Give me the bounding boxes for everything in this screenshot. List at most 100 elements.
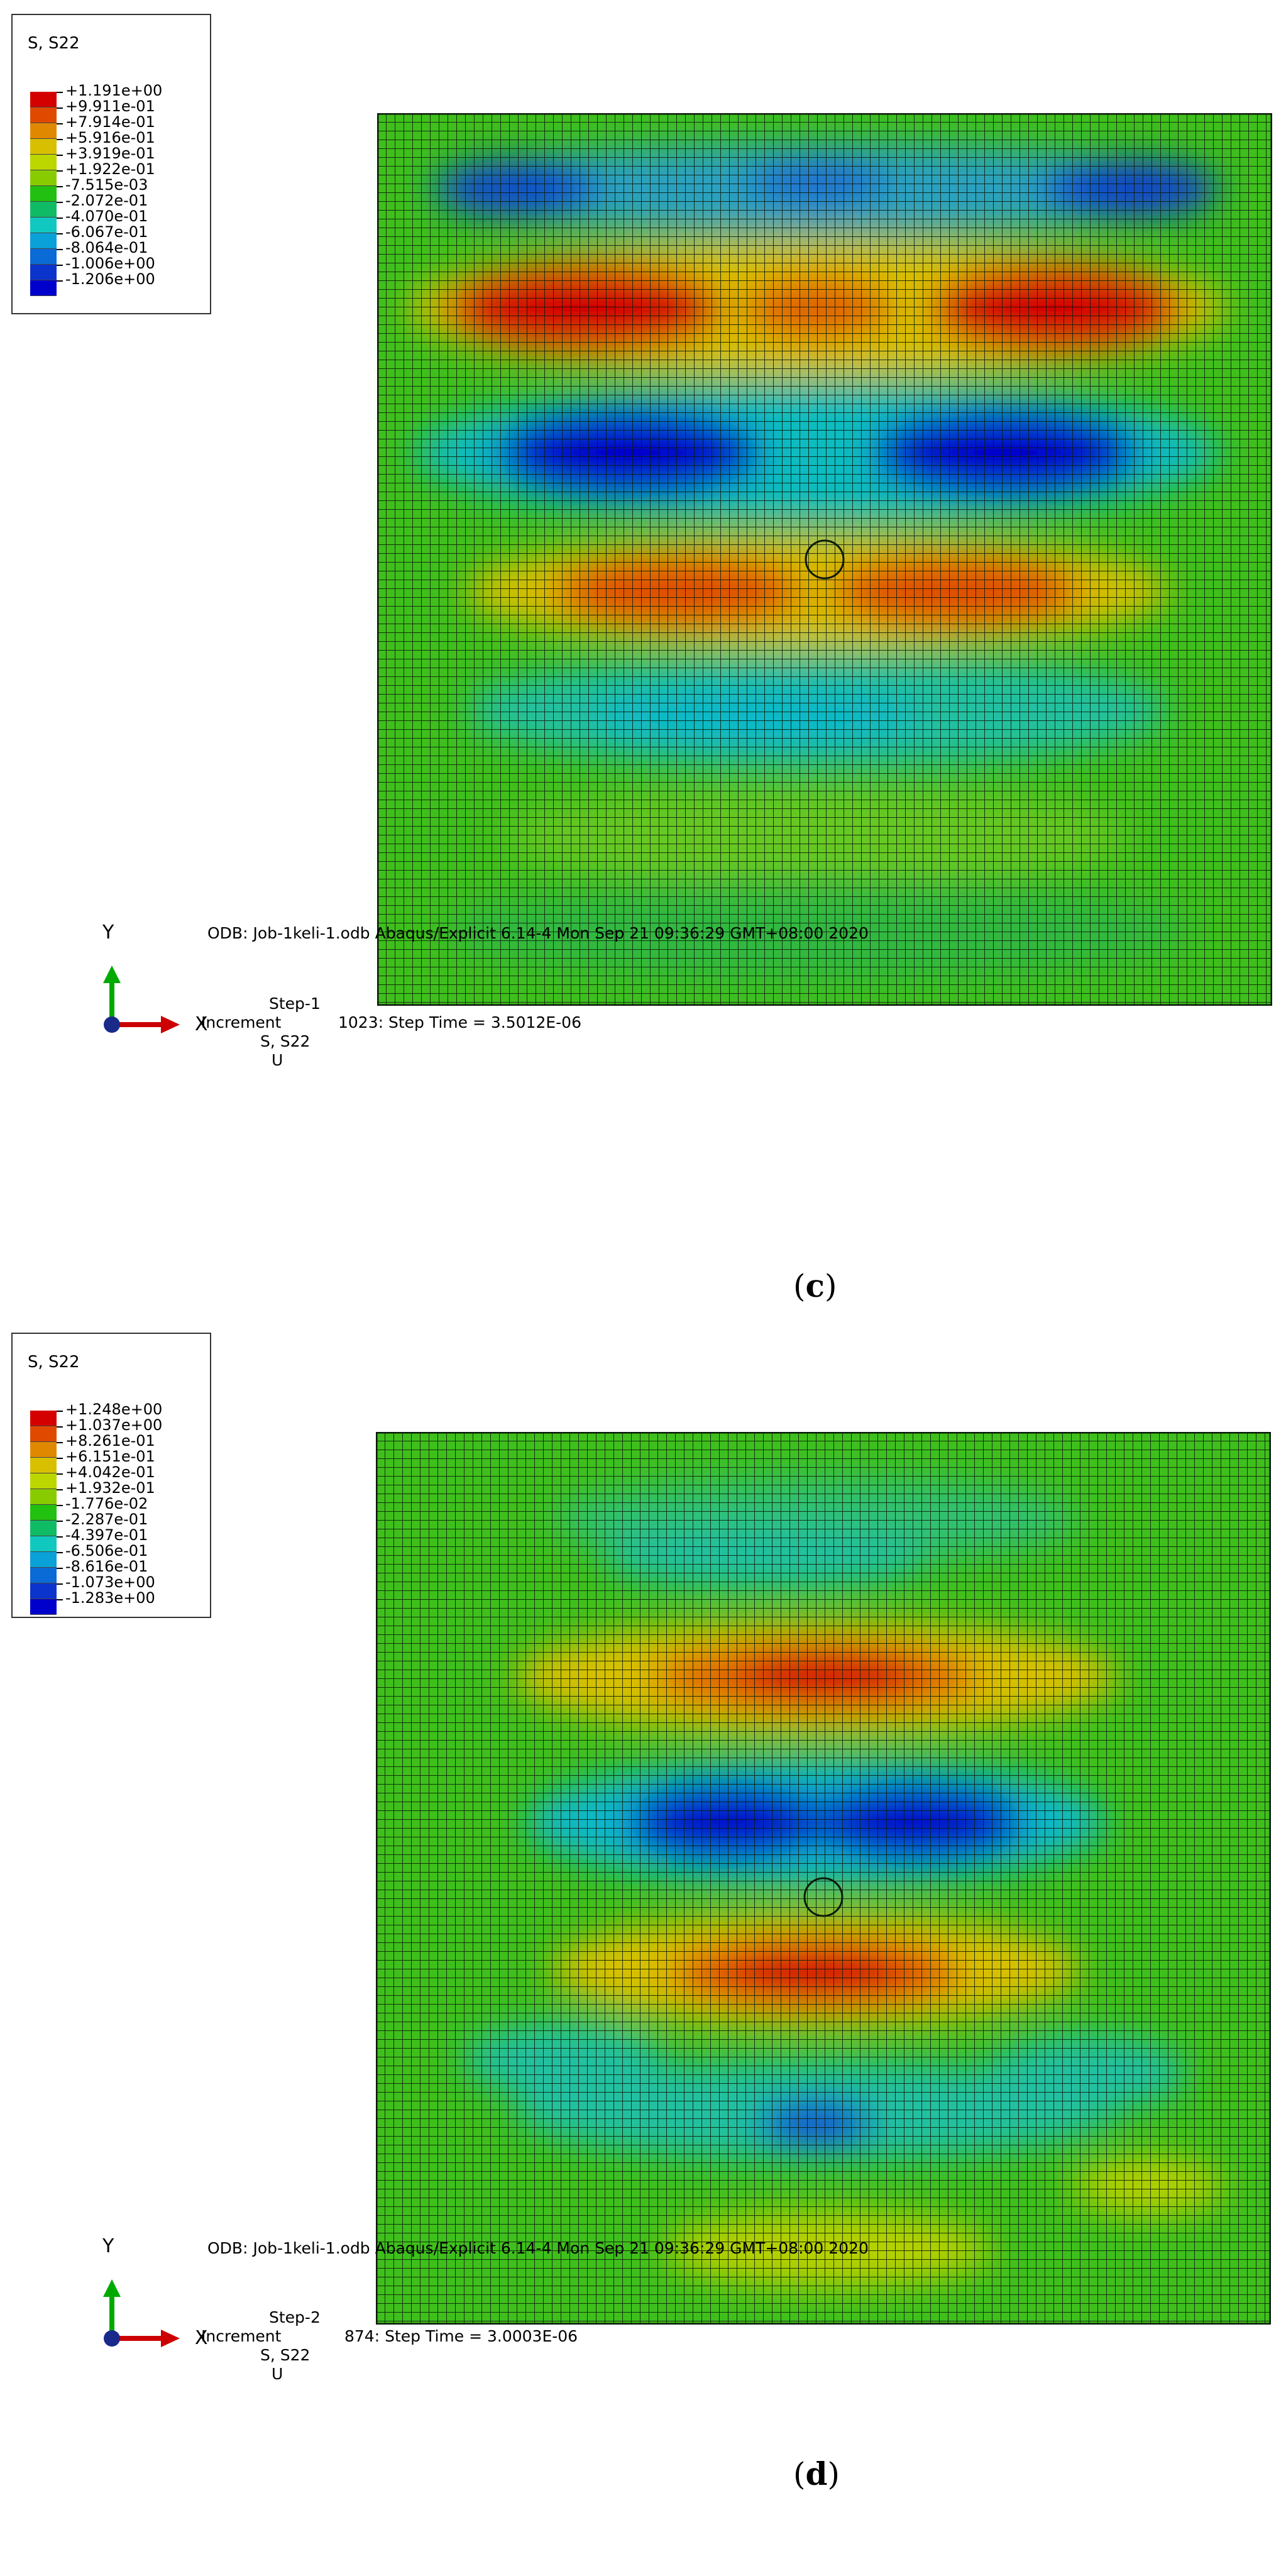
coordinate-triad xyxy=(103,966,180,1033)
legend-tick xyxy=(57,170,63,186)
legend-tick xyxy=(57,249,63,265)
legend-tick xyxy=(57,280,63,296)
legend-swatch xyxy=(30,1426,57,1442)
legend-value: +1.932e-01 xyxy=(65,1479,155,1497)
legend-value: -1.073e+00 xyxy=(65,1573,155,1591)
legend-tick xyxy=(57,1536,63,1552)
legend-value: +7.914e-01 xyxy=(65,113,155,131)
legend-ticks xyxy=(57,92,63,296)
legend-value: +1.248e+00 xyxy=(65,1401,163,1418)
legend-tick xyxy=(57,139,63,155)
legend-tick xyxy=(57,1411,63,1426)
legend-tick xyxy=(57,1568,63,1583)
legend-tick xyxy=(57,233,63,249)
legend-title: S, S22 xyxy=(28,1353,80,1372)
legend-tick xyxy=(57,186,63,202)
deformed-variable: U xyxy=(272,2365,283,2383)
legend-swatch xyxy=(30,1458,57,1473)
legend-title: S, S22 xyxy=(28,34,80,53)
legend-tick xyxy=(57,265,63,280)
legend-swatch xyxy=(30,1411,57,1426)
legend-tick xyxy=(57,1552,63,1568)
legend-swatch xyxy=(30,1489,57,1505)
legend-tick xyxy=(57,1458,63,1473)
legend-swatch xyxy=(30,280,57,296)
legend-swatch xyxy=(30,1473,57,1489)
legend-tick xyxy=(57,217,63,233)
legend-tick xyxy=(57,1473,63,1489)
increment-label: Increment xyxy=(201,1013,282,1032)
legend-swatch xyxy=(30,249,57,265)
odb-info-text: ODB: Job-1keli-1.odb Abaqus/Explicit 6.1… xyxy=(207,924,869,942)
legend-value: -4.397e-01 xyxy=(65,1526,148,1544)
axis-label-y: Y xyxy=(102,2235,114,2257)
legend-value: +1.037e+00 xyxy=(65,1416,163,1434)
legend-color-bar xyxy=(30,92,57,296)
stress-contour-mesh xyxy=(376,1432,1271,2325)
legend-swatch xyxy=(30,170,57,186)
step-label: Step-2 xyxy=(269,2308,321,2326)
legend-swatch xyxy=(30,1552,57,1568)
legend-value: -6.067e-01 xyxy=(65,223,148,241)
axis-label-y: Y xyxy=(102,922,114,944)
legend-value: -1.006e+00 xyxy=(65,255,155,272)
deformed-variable: U xyxy=(272,1051,283,1069)
legend-tick xyxy=(57,123,63,139)
legend-swatch xyxy=(30,1521,57,1536)
legend-swatch xyxy=(30,123,57,139)
legend-swatch xyxy=(30,1442,57,1458)
panel-c: S, S22 +1.191e+00 +9.911e-01 +7.914e-01 … xyxy=(0,0,1286,1304)
legend-value: -2.072e-01 xyxy=(65,192,148,209)
axis-label-x: X xyxy=(195,2327,208,2349)
panel-d: S, S22 +1.248e+00 +1.037e+00 +8.261e-01 … xyxy=(0,1319,1286,2576)
legend-swatch xyxy=(30,1599,57,1615)
legend-tick xyxy=(57,1521,63,1536)
legend-tick xyxy=(57,1426,63,1442)
legend-value: -2.287e-01 xyxy=(65,1511,148,1528)
legend-value: +3.919e-01 xyxy=(65,145,155,162)
legend-color-bar xyxy=(30,1411,57,1615)
increment-label: Increment xyxy=(201,2327,282,2345)
legend-labels: +1.248e+00 +1.037e+00 +8.261e-01 +6.151e… xyxy=(65,1402,162,1606)
caption-d: (d) xyxy=(793,2455,840,2492)
legend-value: +4.042e-01 xyxy=(65,1463,155,1481)
legend-tick xyxy=(57,202,63,217)
legend-tick xyxy=(57,1442,63,1458)
axis-label-x: X xyxy=(195,1013,208,1035)
legend-tick xyxy=(57,1489,63,1505)
legend-tick xyxy=(57,1505,63,1521)
legend-box: S, S22 +1.248e+00 +1.037e+00 +8.261e-01 … xyxy=(11,1333,211,1618)
legend-value: +1.191e+00 xyxy=(65,82,163,99)
legend-tick xyxy=(57,1599,63,1615)
legend-swatch xyxy=(30,217,57,233)
legend-value: -1.283e+00 xyxy=(65,1589,155,1607)
legend-swatch xyxy=(30,186,57,202)
primary-variable: S, S22 xyxy=(260,2346,311,2364)
stress-contour-mesh xyxy=(377,113,1272,1006)
increment-value: 1023: Step Time = 3.5012E-06 xyxy=(338,1013,581,1032)
legend-swatch xyxy=(30,265,57,280)
legend-value: -7.515e-03 xyxy=(65,176,148,194)
caption-c: (c) xyxy=(793,1267,837,1304)
legend-value: -8.064e-01 xyxy=(65,239,148,256)
legend-swatch xyxy=(30,92,57,107)
legend-value: +6.151e-01 xyxy=(65,1448,155,1465)
step-label: Step-1 xyxy=(269,994,321,1013)
primary-variable: S, S22 xyxy=(260,1032,311,1050)
legend-tick xyxy=(57,92,63,107)
legend-labels: +1.191e+00 +9.911e-01 +7.914e-01 +5.916e… xyxy=(65,83,162,287)
legend-value: -1.776e-02 xyxy=(65,1495,148,1512)
legend-box: S, S22 +1.191e+00 +9.911e-01 +7.914e-01 … xyxy=(11,14,211,314)
legend-swatch xyxy=(30,1568,57,1583)
legend-swatch xyxy=(30,233,57,249)
legend-swatch xyxy=(30,1583,57,1599)
increment-value: 874: Step Time = 3.0003E-06 xyxy=(344,2327,578,2345)
legend-swatch xyxy=(30,107,57,123)
odb-info-text: ODB: Job-1keli-1.odb Abaqus/Explicit 6.1… xyxy=(207,2239,869,2257)
legend-swatch xyxy=(30,1536,57,1552)
legend-ticks xyxy=(57,1411,63,1615)
legend-value: -6.506e-01 xyxy=(65,1542,148,1560)
legend-tick xyxy=(57,107,63,123)
legend-value: -8.616e-01 xyxy=(65,1558,148,1575)
legend-swatch xyxy=(30,139,57,155)
